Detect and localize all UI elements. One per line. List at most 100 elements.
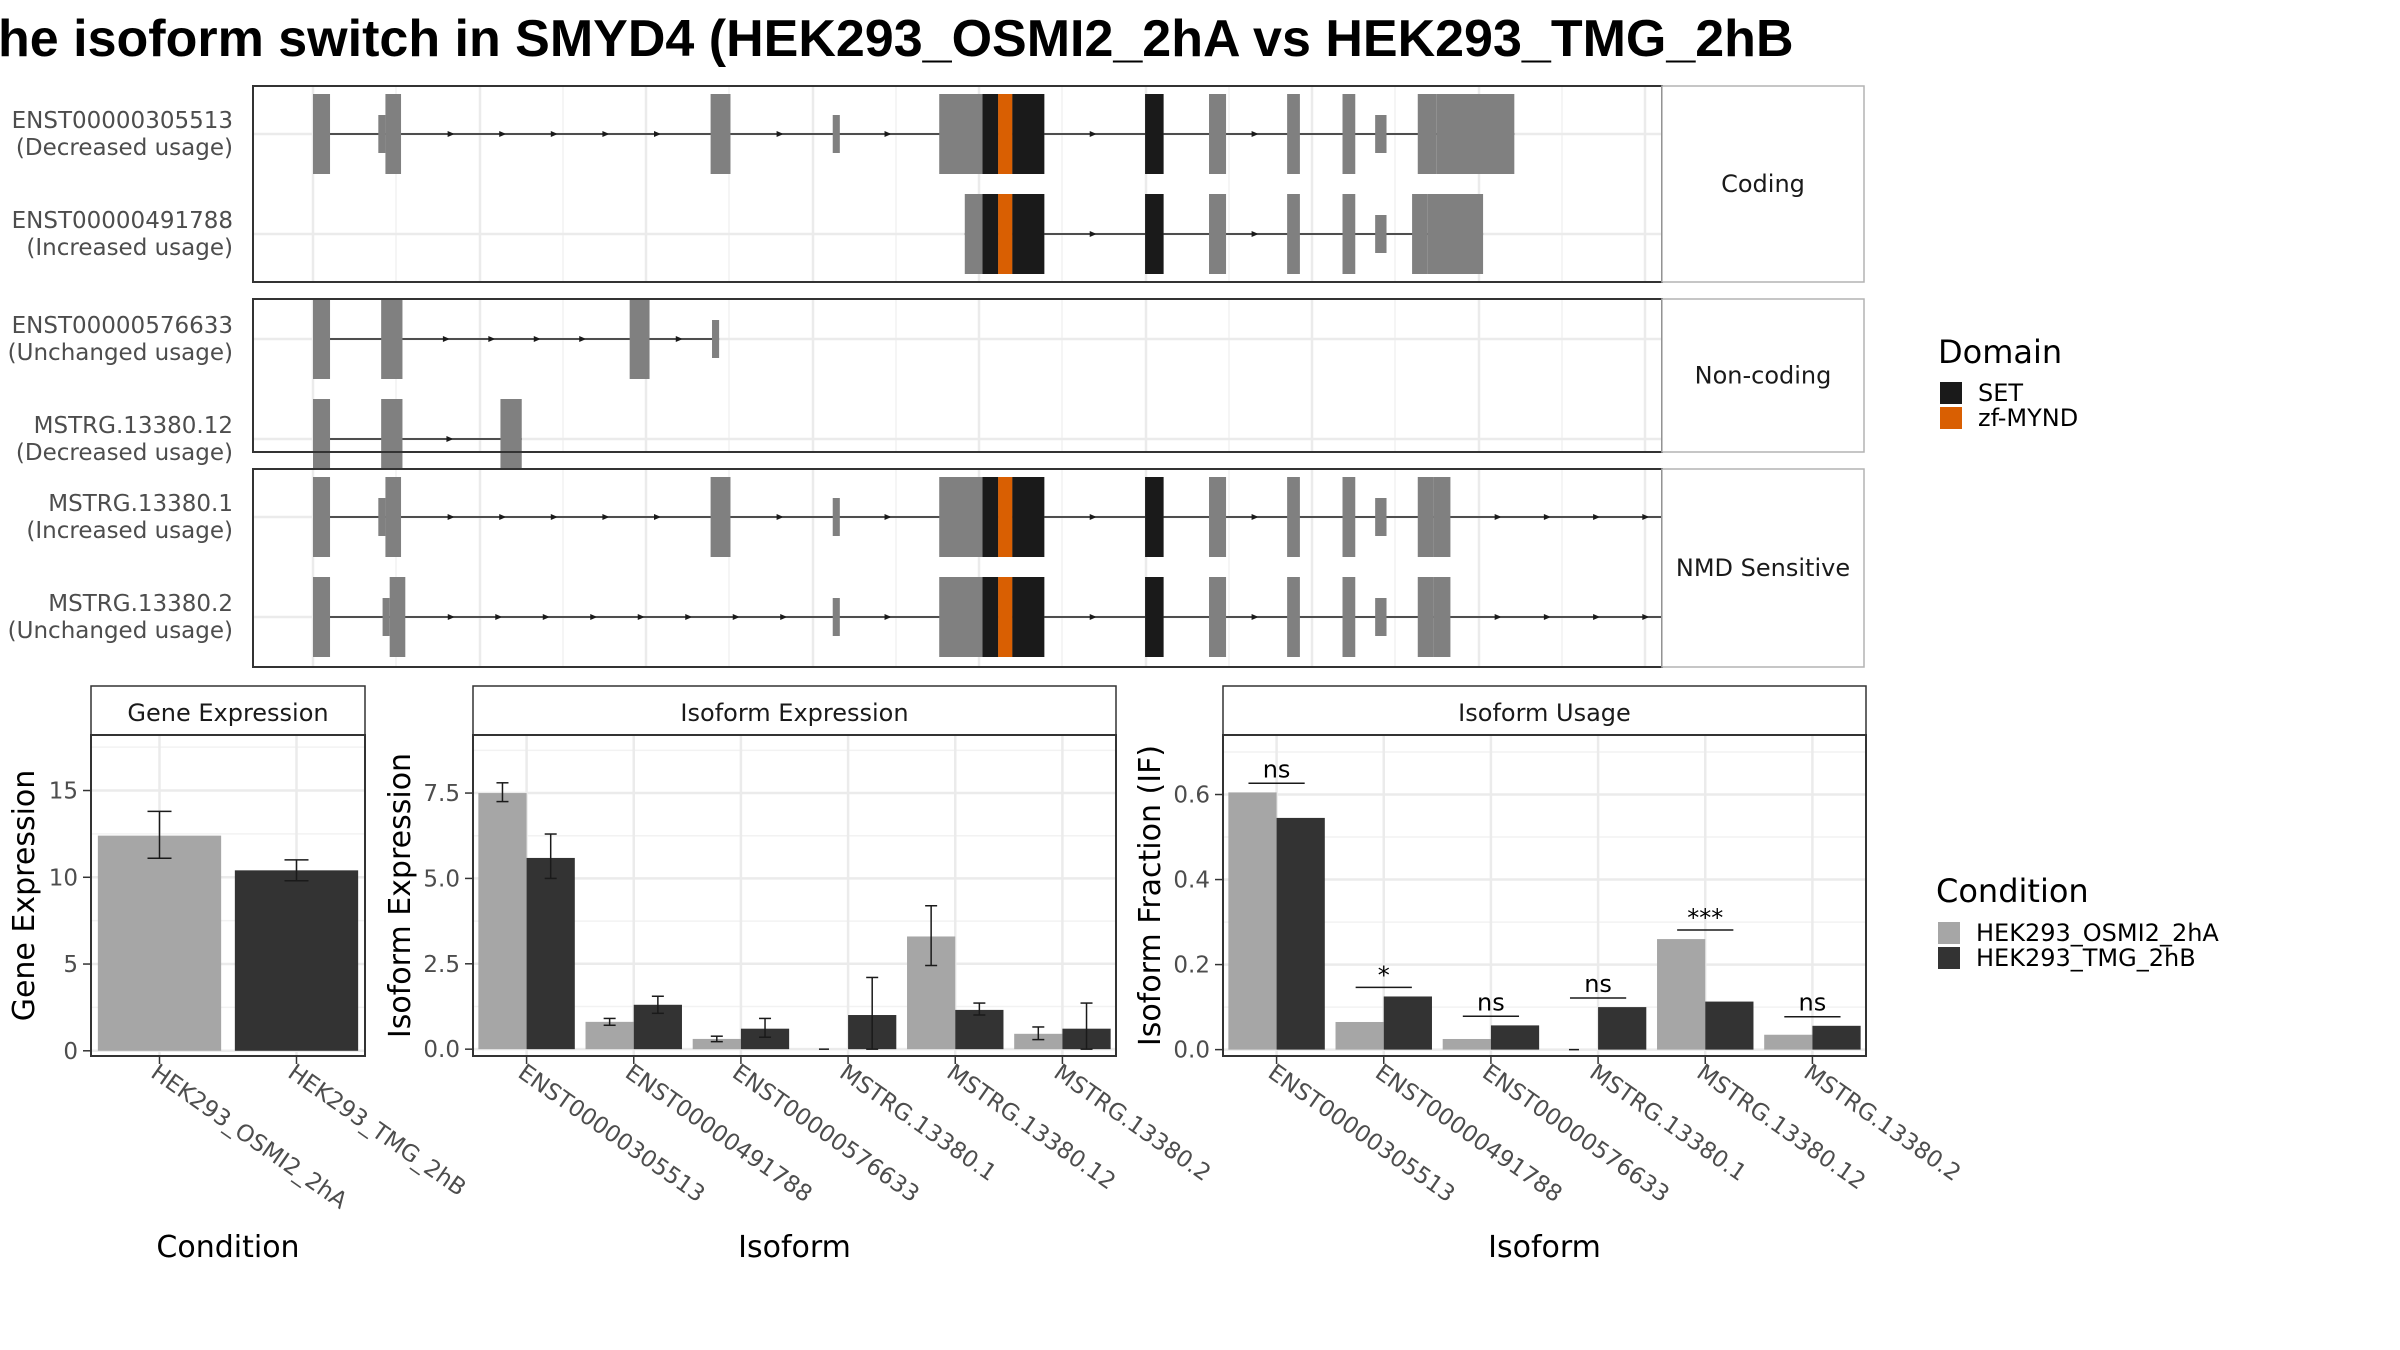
exon <box>629 299 650 379</box>
intron-arrow <box>1494 614 1502 620</box>
exon <box>710 94 731 174</box>
transcript-MSTRG.13380.12 <box>313 399 522 479</box>
bar <box>478 793 527 1050</box>
exon <box>1209 477 1227 557</box>
strip-title: Isoform Usage <box>1458 699 1631 727</box>
intron-arrow <box>637 614 645 620</box>
domain-zf-mynd <box>998 477 1013 557</box>
domain-set <box>982 477 999 557</box>
bar <box>234 870 359 1051</box>
panel-background <box>1223 735 1866 1056</box>
panel-border <box>1222 734 1867 1057</box>
intron-arrow <box>1593 514 1601 520</box>
intron-arrow <box>1543 614 1551 620</box>
transcript-label: ENST00000491788 <box>12 208 233 234</box>
y-axis-title: Isoform Fraction (IF) <box>1133 745 1168 1046</box>
legend-label: HEK293_TMG_2hB <box>1976 944 2196 972</box>
intron-arrow <box>488 336 496 342</box>
exon <box>382 598 390 636</box>
exon <box>385 94 402 174</box>
strip-label: NMD Sensitive <box>1676 554 1850 582</box>
transcript-label: MSTRG.13380.12 <box>34 413 233 439</box>
bar <box>1442 1038 1491 1050</box>
domain-set <box>1012 94 1045 174</box>
significance-label: ns <box>1584 970 1612 998</box>
bar <box>1335 1021 1384 1050</box>
transcript-usage-label: (Unchanged usage) <box>8 340 233 366</box>
significance-label: ns <box>1799 989 1827 1017</box>
panel-background <box>253 299 1662 452</box>
intron-arrow <box>442 336 450 342</box>
domain-set <box>1145 477 1164 557</box>
domain-set <box>982 577 999 657</box>
intron-arrow <box>542 614 550 620</box>
y-tick-label: 5.0 <box>423 866 460 892</box>
transcript-label: MSTRG.13380.2 <box>48 591 233 617</box>
intron-arrow <box>780 614 788 620</box>
y-axis-title: Gene Expression <box>7 770 42 1022</box>
intron-arrow <box>447 131 455 137</box>
intron-arrow <box>1089 131 1097 137</box>
bar-panel-isoform-usage: Isoform Usage ns * ns ns *** ns 0.0 0.2 0.4 0.6 ENS… <box>1133 685 1965 1265</box>
legend-domain-title: Domain <box>1938 333 2062 371</box>
bar-panel-isoform-expression: Isoform Expression0.02.55.07.5ENST000003… <box>383 685 1215 1265</box>
exon <box>1287 577 1300 657</box>
legend-swatch <box>1940 407 1962 429</box>
bar <box>1228 792 1277 1050</box>
transcript-MSTRG.13380.1 <box>313 477 1755 557</box>
exon <box>1417 577 1434 657</box>
bar <box>955 1009 1004 1050</box>
intron-arrow <box>495 614 503 620</box>
bar <box>1764 1034 1813 1050</box>
intron-arrow <box>1089 231 1097 237</box>
intron-arrow <box>1642 514 1650 520</box>
intron-arrow <box>776 131 784 137</box>
y-tick-label: 7.5 <box>423 781 460 807</box>
transcript-ENST00000305513 <box>313 94 1515 174</box>
intron-arrow <box>654 131 662 137</box>
bar <box>526 857 575 1050</box>
domain-zf-mynd <box>998 577 1013 657</box>
intron-arrow <box>602 514 610 520</box>
intron-arrow <box>499 131 507 137</box>
intron-arrow <box>732 614 740 620</box>
exon <box>1417 94 1437 174</box>
exon <box>313 94 331 174</box>
transcript-usage-label: (Increased usage) <box>26 518 233 544</box>
exon <box>1436 94 1515 174</box>
domain-zf-mynd <box>998 94 1013 174</box>
significance-label: ns <box>1477 988 1505 1016</box>
domain-set <box>1145 577 1164 657</box>
legend-swatch <box>1938 922 1960 944</box>
legend-swatch <box>1940 382 1962 404</box>
intron-arrow <box>884 514 892 520</box>
exon <box>389 577 406 657</box>
y-tick-label: 0.4 <box>1173 868 1210 894</box>
domain-set <box>1012 577 1045 657</box>
bar-chart-panels: Gene Expression051015HEK293_OSMI2_2hAHEK… <box>7 685 1965 1265</box>
x-tick-label: ENST00000576633 <box>1477 1060 1673 1208</box>
intron-arrow <box>1494 514 1502 520</box>
transcript-ENST00000576633 <box>313 299 720 379</box>
bar <box>97 835 222 1051</box>
exon <box>832 498 840 536</box>
exon <box>710 477 731 557</box>
exon <box>1427 194 1484 274</box>
legend-swatch <box>1938 947 1960 969</box>
strip-box <box>1222 685 1867 736</box>
intron-arrow <box>579 336 587 342</box>
intron-arrow <box>1251 514 1259 520</box>
bar <box>692 1038 741 1050</box>
legend-label: SET <box>1978 379 2023 407</box>
exon <box>1287 194 1300 274</box>
exon <box>1209 94 1227 174</box>
intron-arrow <box>533 336 541 342</box>
transcript-usage-label: (Decreased usage) <box>16 440 233 466</box>
y-tick-label: 0.0 <box>423 1037 460 1063</box>
transcript-usage-label: (Increased usage) <box>26 235 233 261</box>
exon <box>1287 94 1300 174</box>
bar <box>1014 1033 1063 1050</box>
exon <box>381 299 403 379</box>
legend-condition-title: Condition <box>1936 872 2089 910</box>
